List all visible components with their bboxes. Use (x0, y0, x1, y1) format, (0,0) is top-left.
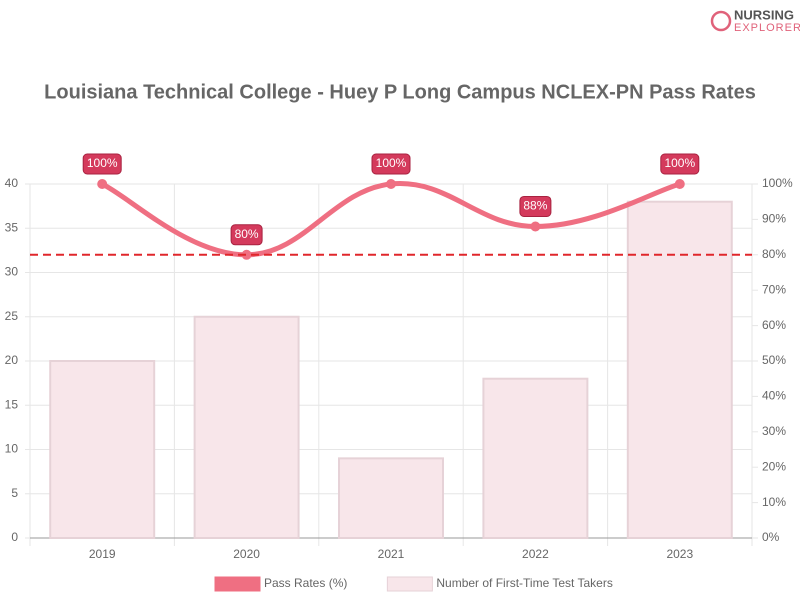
logo-icon (710, 10, 732, 32)
value-label-text: 80% (235, 227, 259, 241)
point (241, 249, 252, 260)
y2-tick-label: 30% (762, 424, 786, 438)
bar (193, 315, 300, 539)
bar (626, 200, 733, 539)
y-tick-label: 15 (5, 397, 19, 411)
value-label: 100% (371, 153, 411, 175)
logo-text: EXPLORER (734, 22, 800, 34)
legend-swatch (214, 576, 261, 592)
y2-tick-label: 10% (762, 495, 786, 509)
line (101, 181, 681, 258)
y2-tick-label: 70% (762, 282, 786, 296)
value-label: 88% (519, 195, 552, 217)
value-label-text: 100% (376, 156, 407, 170)
bar (49, 360, 156, 539)
legend-label: Number of First-Time Test Takers (436, 576, 612, 590)
point (530, 221, 541, 232)
legend-label: Pass Rates (%) (264, 576, 347, 590)
x-tick-label: 2019 (89, 547, 116, 561)
x-tick-label: 2022 (522, 547, 549, 561)
x-tick-label: 2023 (666, 547, 693, 561)
y2-tick-label: 90% (762, 212, 786, 226)
y-tick-label: 5 (11, 486, 18, 500)
logo-text: NURSING (734, 7, 794, 22)
y-tick-label: 25 (5, 309, 19, 323)
y-tick-label: 35 (5, 220, 19, 234)
chart-title: Louisiana Technical College - Huey P Lon… (44, 81, 756, 103)
value-label-bg (82, 153, 122, 175)
value-label-bg (519, 195, 552, 217)
y2-tick-label: 50% (762, 353, 786, 367)
x-tick-label: 2020 (233, 547, 260, 561)
y2-tick-label: 40% (762, 389, 786, 403)
logo: NURSING EXPLORER (710, 7, 800, 34)
value-label-text: 100% (664, 156, 695, 170)
y2-tick-label: 60% (762, 318, 786, 332)
y-tick-label: 10 (5, 442, 19, 456)
point (674, 179, 685, 189)
x-tick-label: 2021 (378, 547, 405, 561)
value-label-text: 88% (523, 199, 547, 213)
point (97, 179, 108, 189)
value-label-bg (230, 224, 263, 246)
value-label-bg (371, 153, 411, 175)
y2-tick-label: 20% (762, 459, 786, 473)
value-label-text: 100% (87, 156, 118, 170)
y-tick-label: 0 (11, 530, 18, 544)
y-tick-label: 40 (5, 176, 19, 190)
y2-tick-label: 0% (762, 530, 780, 544)
value-label-bg (660, 153, 700, 175)
legend-swatch (386, 576, 433, 592)
bar (338, 457, 444, 540)
bar (482, 377, 589, 540)
y-tick-label: 20 (5, 353, 19, 367)
y2-tick-label: 80% (762, 247, 786, 261)
value-label: 100% (660, 153, 700, 175)
y-tick-label: 30 (5, 265, 19, 279)
point (386, 179, 396, 189)
value-label: 100% (82, 153, 122, 175)
y2-tick-label: 100% (762, 176, 793, 190)
value-label: 80% (230, 224, 263, 246)
